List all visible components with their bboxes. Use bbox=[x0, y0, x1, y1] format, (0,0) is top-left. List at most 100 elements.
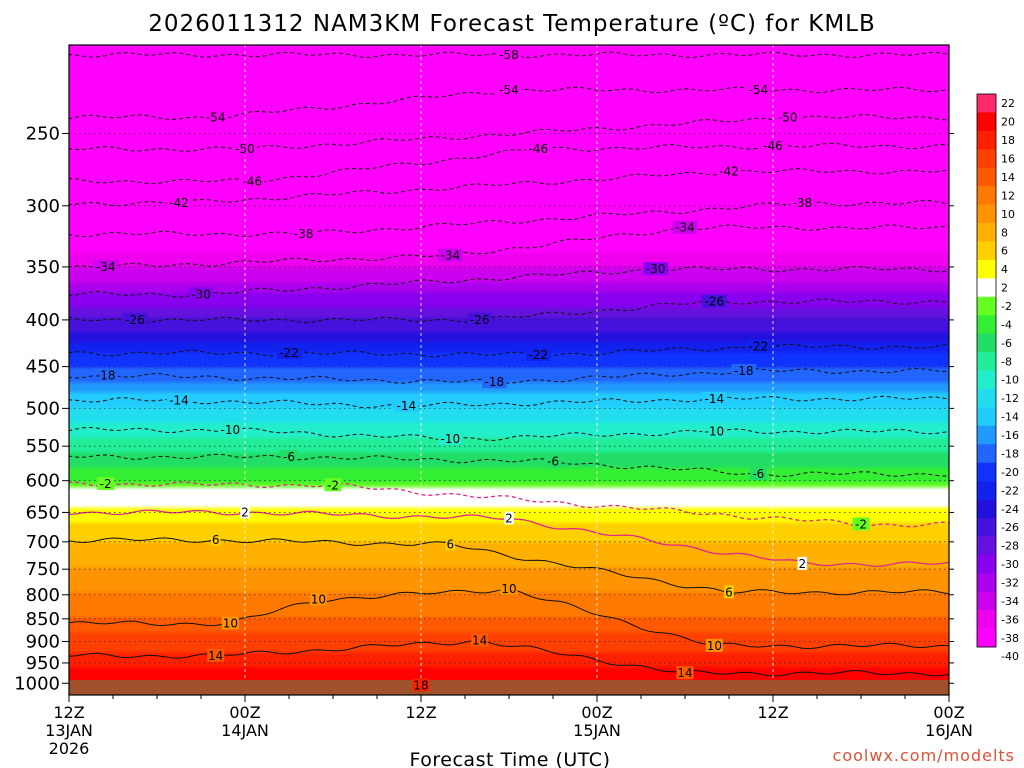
colorbar-label: -6 bbox=[1001, 337, 1012, 350]
colorbar-label: -20 bbox=[1001, 466, 1019, 479]
contour-label-bg bbox=[790, 196, 815, 210]
x-tick-label: 00Z bbox=[581, 703, 612, 722]
y-tick-label: 850 bbox=[26, 609, 60, 630]
contour-label: -38 bbox=[793, 196, 813, 210]
contour-label: 10 bbox=[223, 616, 238, 630]
colorbar-label: 6 bbox=[1001, 245, 1008, 258]
contour-label: -58 bbox=[499, 48, 519, 62]
contour-label: -26 bbox=[470, 313, 490, 327]
contour-label-bg bbox=[702, 391, 727, 405]
contour-label-bg bbox=[496, 82, 522, 96]
colorbar-label: -4 bbox=[1001, 318, 1012, 331]
contour-label-bg bbox=[797, 556, 808, 570]
colorbar-swatch bbox=[977, 481, 996, 500]
isotherm--22 bbox=[69, 343, 949, 358]
contour-labels: -58 -54 -54 -54 -50 -50 -46 -46 -46 -42 -42 -38 -38 -… bbox=[93, 47, 870, 692]
contour-label-bg bbox=[122, 312, 148, 326]
contour-label-bg bbox=[716, 164, 742, 178]
colorbar-label: -30 bbox=[1001, 558, 1019, 571]
contour-label-bg bbox=[291, 226, 316, 240]
colorbar-swatch bbox=[977, 112, 996, 132]
colorbar-label: -32 bbox=[1001, 576, 1019, 589]
colorbar-swatch bbox=[977, 149, 996, 169]
colorbar-swatch bbox=[977, 278, 996, 298]
colorbar-label: 22 bbox=[1001, 97, 1015, 110]
isotherm--34 bbox=[69, 224, 949, 269]
contour-label-bg bbox=[775, 110, 800, 124]
contour-label-bg bbox=[749, 467, 767, 481]
contour-label: -22 bbox=[279, 346, 299, 360]
contour-label-bg bbox=[504, 511, 514, 525]
contour-label-bg bbox=[93, 368, 118, 382]
contour-label-bg bbox=[166, 196, 192, 210]
contour-label-bg bbox=[203, 110, 228, 124]
contour-label: 14 bbox=[472, 634, 487, 648]
contour-label: -50 bbox=[235, 142, 255, 156]
contour-label: -54 bbox=[749, 83, 769, 97]
contour-label: -6 bbox=[547, 455, 559, 469]
colorbar-swatch bbox=[977, 241, 996, 261]
colorbar-swatch bbox=[977, 517, 996, 537]
isotherm--42 bbox=[69, 168, 949, 207]
y-tick-label: 650 bbox=[26, 502, 60, 523]
contour-label: -54 bbox=[206, 110, 226, 124]
contour-label-bg bbox=[526, 142, 551, 156]
isotherm--46 bbox=[69, 142, 949, 185]
contour-label: 10 bbox=[501, 582, 516, 596]
colorbar-label: -28 bbox=[1001, 540, 1019, 553]
contour-label: -46 bbox=[243, 174, 263, 188]
y-tick-label: 550 bbox=[26, 436, 60, 457]
contour-label: -42 bbox=[169, 196, 189, 210]
contour-label-bg bbox=[324, 478, 342, 492]
y-tick-label: 400 bbox=[26, 310, 60, 331]
contour-label-bg bbox=[471, 633, 489, 647]
x-tick-label: 14JAN bbox=[221, 721, 269, 740]
colorbar-label: -14 bbox=[1001, 411, 1019, 424]
y-tick-label: 900 bbox=[26, 631, 60, 652]
colorbar-swatch bbox=[977, 536, 996, 556]
colorbar-swatch bbox=[977, 370, 996, 390]
contour-label: -34 bbox=[441, 248, 461, 262]
contour-label-bg bbox=[438, 248, 463, 262]
contour-label-bg bbox=[676, 666, 694, 680]
colorbar-label: 12 bbox=[1001, 189, 1015, 202]
contour-label-bg bbox=[280, 449, 298, 463]
colorbar-label: 16 bbox=[1001, 153, 1015, 166]
contour-label: -46 bbox=[529, 142, 549, 156]
x-tick-label: 12Z bbox=[757, 703, 788, 722]
contour-label: -42 bbox=[719, 164, 739, 178]
colorbar-swatch bbox=[977, 204, 996, 224]
contour-label-bg bbox=[760, 138, 786, 152]
colorbar-swatch bbox=[977, 352, 996, 371]
contour-label: -46 bbox=[763, 139, 783, 153]
contour-label: -30 bbox=[646, 262, 666, 276]
contour-label-bg bbox=[482, 375, 507, 389]
colorbar-swatch bbox=[977, 628, 996, 648]
isotherm--30 bbox=[69, 266, 949, 298]
colorbar-label: -18 bbox=[1001, 447, 1019, 460]
colorbar-label: -24 bbox=[1001, 503, 1019, 516]
colorbar-swatch bbox=[977, 388, 996, 408]
contour-label: -14 bbox=[169, 393, 189, 407]
contour-label-bg bbox=[467, 312, 492, 326]
colorbar-label: -22 bbox=[1001, 484, 1019, 497]
colorbar-swatch bbox=[977, 315, 996, 334]
contour-label-bg bbox=[702, 294, 727, 308]
y-tick-label: 700 bbox=[26, 532, 60, 553]
contour-label: 2 bbox=[799, 557, 807, 571]
colorbar-swatch bbox=[977, 130, 996, 150]
contour-label-bg bbox=[166, 393, 192, 407]
contour-label: 18 bbox=[413, 678, 428, 692]
contour-label: 2 bbox=[505, 511, 513, 525]
contour-label: -34 bbox=[96, 260, 116, 274]
contour-label: -38 bbox=[294, 227, 314, 241]
isotherm-6 bbox=[69, 537, 949, 596]
y-tick-label: 600 bbox=[26, 471, 60, 492]
contour-label: -50 bbox=[778, 110, 798, 124]
contour-label: 6 bbox=[212, 533, 220, 547]
colorbar-swatch bbox=[977, 167, 996, 187]
colorbar-swatch bbox=[977, 462, 996, 482]
contour-label: -18 bbox=[96, 368, 116, 382]
contour-label-bg bbox=[240, 505, 250, 519]
